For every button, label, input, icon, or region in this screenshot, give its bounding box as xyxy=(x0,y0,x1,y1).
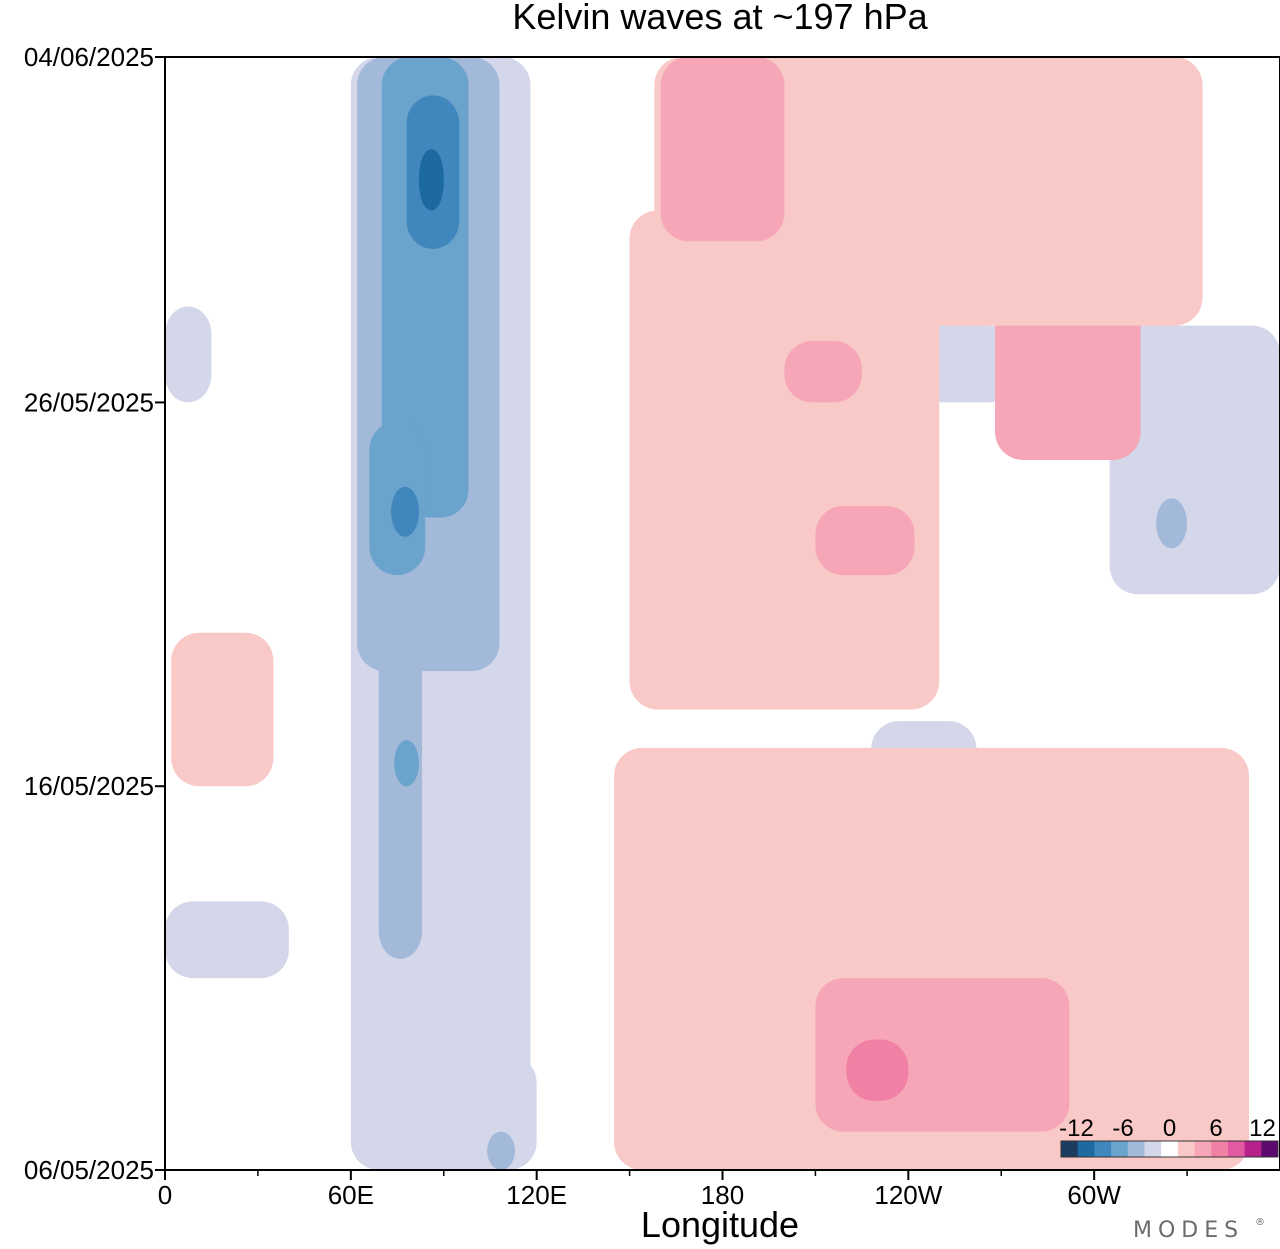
y-tick-label: 04/06/2025 xyxy=(24,42,154,72)
anomaly-field xyxy=(165,57,1280,1170)
positive-anomaly-30 xyxy=(784,341,862,403)
colorbar-tick-label: -12 xyxy=(1059,1115,1094,1142)
x-tick-label: 60E xyxy=(328,1180,374,1210)
colorbar-swatch xyxy=(1261,1141,1279,1157)
positive-anomaly-22 xyxy=(614,747,1250,1170)
x-axis-label: Longitude xyxy=(641,1204,799,1245)
negative-anomaly-7 xyxy=(378,632,423,959)
colorbar-tick-label: 12 xyxy=(1249,1115,1276,1142)
colorbar-swatch xyxy=(1161,1141,1179,1157)
negative-anomaly-19 xyxy=(1109,325,1280,595)
negative-anomaly-9 xyxy=(165,901,289,979)
x-tick-label: 0 xyxy=(158,1180,172,1210)
brand-mark: ® xyxy=(1255,1217,1265,1228)
colorbar-legend: -12 -6 0 6 12 xyxy=(1059,1115,1279,1158)
colorbar-swatch xyxy=(1244,1141,1262,1157)
brand-label: MODES xyxy=(1133,1218,1244,1243)
positive-anomaly-25 xyxy=(629,210,940,710)
colorbar-swatch xyxy=(1061,1141,1079,1157)
colorbar-swatch xyxy=(1144,1141,1162,1157)
positive-anomaly-26 xyxy=(815,506,915,576)
colorbar-swatch xyxy=(1177,1141,1196,1157)
colorbar-swatch xyxy=(1127,1141,1145,1157)
colorbar-swatch xyxy=(1111,1141,1129,1157)
colorbar-swatch xyxy=(1211,1141,1229,1157)
x-tick-label: 60W xyxy=(1067,1180,1121,1210)
colorbar-tick-label: 0 xyxy=(1163,1115,1176,1142)
negative-anomaly-8 xyxy=(394,740,419,787)
colorbar-swatch xyxy=(1227,1141,1246,1157)
colorbar-swatch xyxy=(1077,1141,1095,1157)
negative-anomaly-21 xyxy=(165,306,212,403)
negative-anomaly-11 xyxy=(487,1131,515,1170)
x-tick-label: 120E xyxy=(506,1180,567,1210)
positive-anomaly-31 xyxy=(171,632,274,787)
positive-anomaly-29 xyxy=(660,57,785,242)
x-axis: 0 60E 120E 180 120W 60W xyxy=(158,1170,1188,1210)
y-tick-label: 16/05/2025 xyxy=(24,771,154,801)
chart-title: Kelvin waves at ~197 hPa xyxy=(512,0,928,37)
colorbar-tick-label: -6 xyxy=(1112,1115,1133,1142)
y-axis: 06/05/2025 16/05/2025 26/05/2025 04/06/2025 xyxy=(24,42,165,1185)
colorbar-frame xyxy=(1060,1140,1279,1158)
colorbar-swatch xyxy=(1094,1141,1112,1157)
negative-anomaly-4 xyxy=(418,149,444,211)
positive-anomaly-24 xyxy=(846,1039,909,1101)
y-tick-label: 06/05/2025 xyxy=(24,1155,154,1185)
colorbar-tick-label: 6 xyxy=(1209,1115,1222,1142)
y-tick-label: 26/05/2025 xyxy=(24,387,154,417)
positive-anomaly-28 xyxy=(654,57,1203,326)
negative-anomaly-20 xyxy=(1156,498,1188,549)
negative-anomaly-6 xyxy=(391,486,419,537)
x-tick-label: 120W xyxy=(874,1180,942,1210)
modes-logo: MODES ® xyxy=(1133,1217,1265,1243)
colorbar-swatch xyxy=(1194,1141,1212,1157)
x-tick-label: 180 xyxy=(701,1180,744,1210)
